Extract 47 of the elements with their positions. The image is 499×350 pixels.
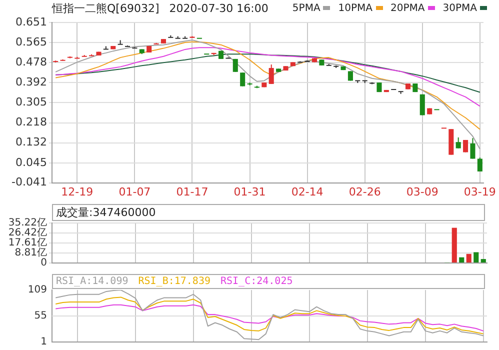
y-tick-label: 0.132: [16, 136, 47, 149]
legend-label: 20PMA: [390, 2, 425, 14]
y-tick-label: 0.045: [16, 156, 47, 169]
series-label: RSI_A:14.099: [56, 275, 128, 288]
x-tick-label: 03-09: [406, 185, 438, 198]
y-tick-label: 1: [40, 336, 47, 348]
y-tick-label: -0.041: [12, 176, 47, 189]
bar: [459, 257, 464, 262]
chart-title: 成交量:347460000: [52, 204, 485, 221]
candlestick: [456, 136, 461, 149]
candlestick: [477, 157, 482, 172]
y-tick-label: 109: [28, 284, 47, 296]
candlestick: [118, 40, 123, 45]
y-tick-label: 0.651: [16, 15, 47, 28]
x-tick-label: 03-19: [464, 185, 496, 198]
x-tick-label: 12-19: [61, 185, 94, 198]
legend-label: 10PMA: [338, 2, 373, 14]
candlestick: [268, 64, 274, 84]
y-tick-label: 55: [34, 310, 47, 322]
x-tick-label: 01-17: [176, 185, 208, 198]
y-tick-label: 0.478: [16, 56, 47, 69]
candlestick: [470, 138, 476, 160]
candlestick: [232, 58, 238, 72]
x-tick-label: 02-14: [291, 185, 324, 198]
x-tick-label: 01-31: [234, 185, 266, 198]
y-tick-label: 35.22亿: [8, 218, 47, 229]
bar: [452, 228, 457, 262]
bar: [480, 259, 486, 262]
bar: [474, 252, 479, 262]
y-tick-label: 8.81亿: [14, 248, 47, 259]
y-tick-label: 0.305: [16, 96, 47, 109]
y-tick-label: 0.565: [16, 35, 47, 48]
y-tick-label: 17.61亿: [8, 238, 47, 249]
y-tick-label: 0: [40, 258, 47, 269]
legend-label: 5PMA: [292, 2, 320, 14]
bar: [466, 254, 472, 262]
y-tick-label: 0.392: [16, 75, 47, 88]
x-tick-label: 01-07: [118, 185, 151, 198]
y-tick-label: 0.218: [16, 116, 47, 129]
text: RSI_C:24.025: [220, 275, 293, 288]
x-tick-label: 02-26: [348, 185, 381, 198]
y-tick-label: 26.42亿: [8, 228, 47, 239]
candlestick: [240, 72, 246, 87]
chart-subtitle: 2020-07-30 16:00: [169, 2, 268, 14]
chart-title: 恒指一二熊Q[69032]: [52, 0, 160, 16]
legend-label: 30PMA: [442, 2, 477, 14]
series-label: RSI_B:17.839: [138, 275, 210, 288]
